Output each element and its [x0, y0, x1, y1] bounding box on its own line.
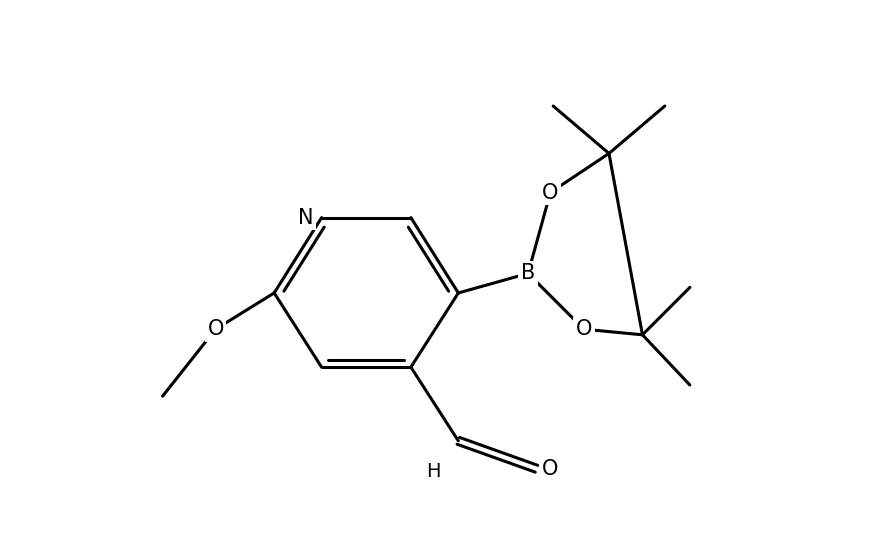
Text: O: O	[576, 319, 592, 339]
Text: N: N	[298, 208, 314, 228]
Text: B: B	[521, 263, 535, 283]
Text: O: O	[542, 182, 559, 203]
Text: H: H	[426, 462, 440, 481]
Text: O: O	[208, 319, 224, 339]
Text: O: O	[542, 459, 559, 479]
